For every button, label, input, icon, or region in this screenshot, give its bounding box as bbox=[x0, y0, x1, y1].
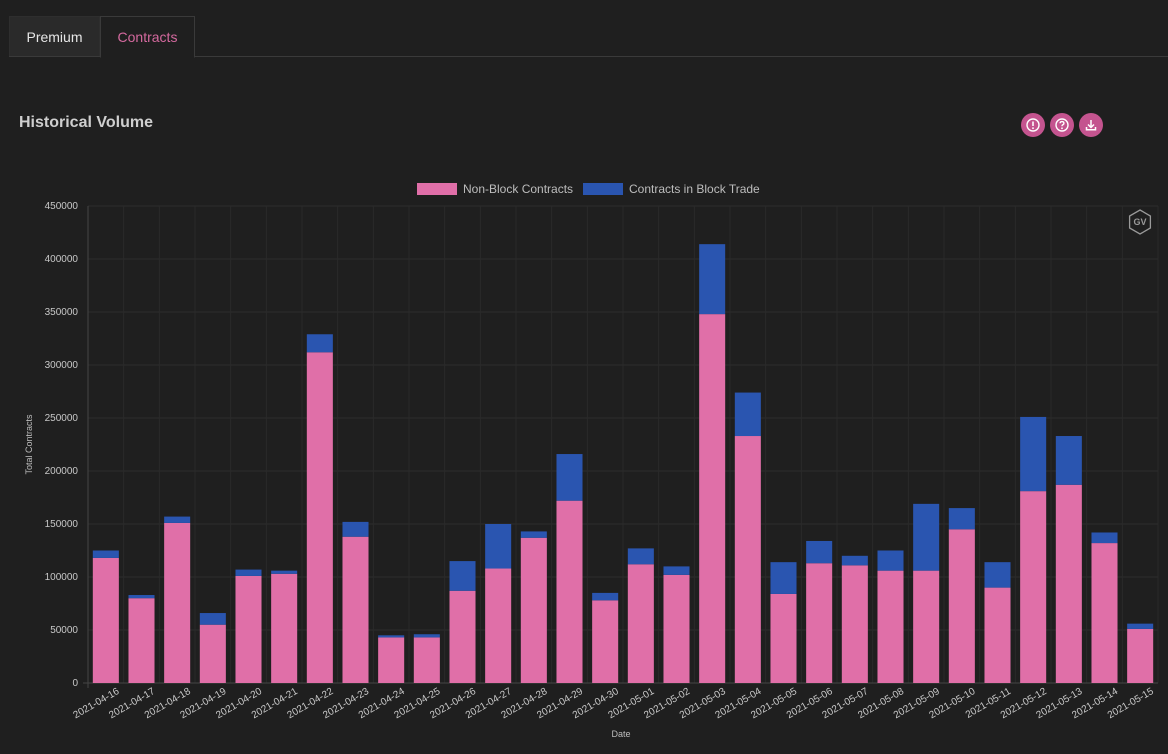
y-tick-label: 250000 bbox=[45, 413, 79, 424]
legend-swatch bbox=[583, 183, 623, 195]
bar-non-block bbox=[413, 637, 440, 683]
page-title: Historical Volume bbox=[19, 114, 153, 131]
bar-non-block bbox=[663, 574, 690, 683]
bar-block-trade bbox=[627, 548, 654, 565]
bar-block-trade bbox=[449, 561, 476, 591]
bar-non-block bbox=[485, 568, 512, 683]
bar-block-trade bbox=[485, 524, 512, 569]
help-button[interactable] bbox=[1050, 113, 1074, 137]
gv-logo-icon: GV bbox=[1128, 209, 1152, 235]
bar-block-trade bbox=[199, 613, 226, 625]
bar-block-trade bbox=[592, 592, 619, 601]
y-tick-label: 300000 bbox=[45, 360, 79, 371]
bar-non-block bbox=[806, 563, 833, 683]
bar-block-trade bbox=[342, 521, 369, 537]
bar-non-block bbox=[734, 436, 761, 683]
bar-non-block bbox=[877, 570, 904, 683]
bar-non-block bbox=[520, 537, 547, 683]
bar-non-block bbox=[199, 624, 226, 683]
download-button[interactable] bbox=[1079, 113, 1103, 137]
bar-block-trade bbox=[841, 555, 868, 566]
bar-block-trade bbox=[663, 566, 690, 575]
bar-block-trade bbox=[1091, 532, 1118, 544]
y-tick-label: 450000 bbox=[45, 201, 79, 212]
bar-non-block bbox=[913, 570, 940, 683]
bar-non-block bbox=[699, 314, 726, 683]
bar-non-block bbox=[1020, 491, 1047, 683]
info-icon bbox=[1026, 118, 1040, 132]
legend-swatch bbox=[417, 183, 457, 195]
bar-non-block bbox=[128, 598, 155, 683]
bar-block-trade bbox=[556, 454, 583, 501]
bar-block-trade bbox=[770, 562, 797, 594]
bar-non-block bbox=[841, 565, 868, 683]
bar-non-block bbox=[92, 557, 119, 683]
y-tick-label: 50000 bbox=[50, 625, 78, 636]
bar-non-block bbox=[1127, 628, 1154, 683]
bar-block-trade bbox=[734, 392, 761, 437]
legend-label: Non-Block Contracts bbox=[463, 182, 573, 196]
bar-non-block bbox=[948, 529, 975, 683]
help-icon bbox=[1055, 118, 1069, 132]
watermark-text: GV bbox=[1133, 217, 1146, 227]
y-axis-title: Total Contracts bbox=[24, 414, 34, 475]
bar-non-block bbox=[306, 352, 333, 683]
y-tick-label: 100000 bbox=[45, 572, 79, 583]
bar-non-block bbox=[1091, 543, 1118, 683]
y-tick-label: 400000 bbox=[45, 254, 79, 265]
bar-block-trade bbox=[235, 569, 262, 576]
chart-legend: Non-Block Contracts Contracts in Block Tr… bbox=[417, 182, 760, 196]
download-icon bbox=[1085, 120, 1097, 131]
y-tick-label: 0 bbox=[72, 678, 78, 689]
x-axis-ticks: 2021-04-162021-04-172021-04-182021-04-19… bbox=[72, 686, 1157, 721]
bar-block-trade bbox=[1020, 416, 1047, 492]
bar-block-trade bbox=[984, 562, 1011, 588]
tab-bar: Premium Contracts bbox=[9, 16, 1168, 58]
bar-block-trade bbox=[413, 634, 440, 638]
y-tick-label: 200000 bbox=[45, 466, 79, 477]
chart-bars bbox=[92, 244, 1154, 683]
bar-block-trade bbox=[948, 508, 975, 530]
info-button[interactable] bbox=[1021, 113, 1045, 137]
chart-grid bbox=[83, 205, 1159, 688]
bar-block-trade bbox=[699, 244, 726, 315]
x-axis-title: Date bbox=[611, 729, 630, 739]
bar-non-block bbox=[770, 593, 797, 683]
stacked-bar-chart: Non-Block Contracts Contracts in Block Tr… bbox=[24, 182, 1159, 739]
y-tick-label: 150000 bbox=[45, 519, 79, 530]
bar-non-block bbox=[378, 637, 405, 683]
bar-block-trade bbox=[128, 595, 155, 599]
bar-block-trade bbox=[1055, 436, 1082, 485]
bar-non-block bbox=[1055, 484, 1082, 683]
bar-non-block bbox=[627, 564, 654, 683]
y-tick-label: 350000 bbox=[45, 307, 79, 318]
bar-block-trade bbox=[378, 635, 405, 638]
bar-non-block bbox=[592, 600, 619, 683]
bar-block-trade bbox=[806, 540, 833, 564]
bar-non-block bbox=[271, 573, 298, 683]
bar-non-block bbox=[342, 536, 369, 683]
bar-block-trade bbox=[877, 550, 904, 571]
bar-non-block bbox=[984, 587, 1011, 683]
bar-block-trade bbox=[913, 503, 940, 571]
bar-non-block bbox=[164, 522, 191, 683]
y-axis-ticks: 0 50000 100000 150000 200000 250000 300000 3500… bbox=[45, 201, 79, 689]
tab-premium[interactable]: Premium bbox=[9, 16, 100, 56]
bar-block-trade bbox=[520, 531, 547, 538]
legend-label: Contracts in Block Trade bbox=[629, 182, 760, 196]
tab-contracts[interactable]: Contracts bbox=[100, 16, 195, 58]
bar-non-block bbox=[449, 590, 476, 683]
bar-block-trade bbox=[164, 516, 191, 523]
bar-non-block bbox=[556, 500, 583, 683]
bar-block-trade bbox=[271, 570, 298, 574]
bar-non-block bbox=[235, 575, 262, 683]
bar-block-trade bbox=[306, 334, 333, 353]
bar-block-trade bbox=[92, 550, 119, 558]
bar-block-trade bbox=[1127, 623, 1154, 629]
